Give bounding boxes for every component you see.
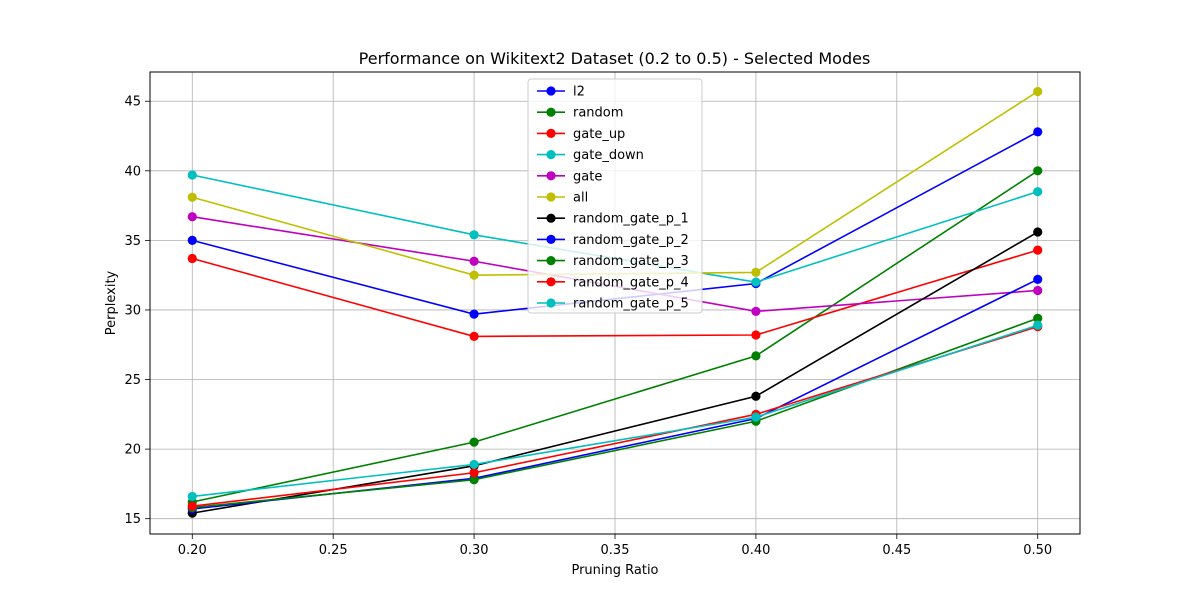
legend-item: gate_down	[537, 148, 644, 163]
data-point	[469, 309, 479, 319]
data-point	[1033, 274, 1043, 284]
legend-marker	[546, 171, 556, 181]
y-tick-label: 30	[124, 303, 141, 318]
data-point	[751, 306, 761, 316]
data-point	[1033, 166, 1043, 176]
data-point	[187, 192, 197, 202]
data-point	[751, 267, 761, 277]
data-point	[751, 412, 761, 422]
legend-label: random_gate_p_1	[573, 212, 689, 227]
x-tick-label: 0.45	[882, 543, 911, 558]
y-tick-label: 35	[124, 234, 141, 249]
data-point	[1033, 320, 1043, 330]
data-point	[187, 491, 197, 502]
series-line	[192, 170, 1039, 503]
data-point	[469, 468, 479, 478]
legend-label: l2	[573, 85, 585, 100]
series-line	[192, 324, 1038, 498]
data-point	[469, 475, 479, 485]
data-point	[1033, 127, 1043, 137]
legend-item: random_gate_p_5	[537, 297, 689, 312]
x-axis-ticks: 0.20 0.25 0.30 0.35 0.40 0.45 0.50	[178, 534, 1052, 558]
legend-item: gate_up	[537, 127, 625, 142]
y-tick-label: 20	[124, 443, 141, 458]
y-tick-label: 25	[124, 373, 141, 388]
legend-marker	[546, 256, 556, 266]
y-tick-label: 15	[124, 512, 141, 527]
x-tick-label: 0.25	[319, 543, 348, 558]
data-point	[1033, 285, 1043, 296]
x-tick-label: 0.35	[601, 543, 630, 558]
legend-marker	[546, 277, 556, 287]
legend-label: random_gate_p_3	[573, 254, 689, 269]
data-point	[1033, 187, 1043, 197]
legend-item: random_gate_p_1	[537, 212, 689, 227]
legend-marker	[546, 128, 556, 138]
legend-marker	[546, 86, 556, 96]
data-point	[187, 253, 197, 264]
legend-marker	[546, 234, 556, 244]
data-point	[1033, 245, 1043, 255]
legend-box	[527, 78, 703, 314]
data-point	[187, 212, 197, 222]
legend-marker	[546, 298, 556, 308]
legend-label: random_gate_p_5	[573, 297, 689, 312]
legend-marker	[546, 150, 556, 160]
legend-label: gate_up	[573, 127, 625, 142]
data-point	[751, 330, 761, 340]
data-point	[469, 256, 479, 266]
legend-marker	[546, 192, 556, 202]
x-axis-label: Pruning Ratio	[571, 563, 658, 578]
legend-label: random_gate_p_4	[573, 275, 689, 290]
series-random-gate-p-5	[187, 320, 1043, 502]
data-point	[187, 235, 197, 245]
legend-label: gate_down	[573, 148, 644, 163]
chart-title: Performance on Wikitext2 Dataset (0.2 to…	[359, 49, 871, 68]
data-point	[469, 437, 479, 447]
x-tick-label: 0.50	[1023, 543, 1052, 558]
data-point	[187, 501, 197, 511]
legend-item: gate	[537, 169, 602, 184]
y-tick-label: 45	[124, 95, 141, 110]
series-line	[192, 249, 1038, 338]
legend-label: random_gate_p_2	[573, 233, 689, 248]
y-axis-ticks: 15 20 25 30 35 40 45	[124, 95, 150, 527]
data-point	[751, 351, 761, 361]
legend-item: random	[537, 106, 623, 121]
legend-item: all	[537, 191, 588, 206]
data-point	[1033, 227, 1043, 237]
data-point	[1033, 313, 1043, 323]
legend-marker	[546, 107, 556, 117]
data-point	[751, 277, 761, 287]
series-gate-up	[187, 245, 1043, 341]
data-point	[751, 391, 761, 401]
data-point	[469, 331, 479, 341]
x-tick-label: 0.30	[460, 543, 489, 558]
data-point	[187, 170, 197, 180]
y-tick-label: 40	[124, 164, 141, 179]
legend-label: gate	[573, 169, 602, 184]
y-axis-label: Perplexity	[104, 270, 119, 335]
legend-item: random_gate_p_4	[537, 275, 689, 290]
legend-item: random_gate_p_2	[537, 233, 689, 248]
data-point	[469, 230, 479, 240]
x-tick-label: 0.20	[178, 543, 207, 558]
legend-marker	[546, 213, 556, 223]
legend-label: random	[573, 106, 623, 121]
legend-item: l2	[537, 85, 585, 100]
data-point	[1033, 86, 1043, 97]
legend-item: random_gate_p_3	[537, 254, 689, 269]
data-point	[469, 270, 479, 280]
legend-label: all	[573, 191, 588, 206]
x-tick-label: 0.40	[741, 543, 770, 558]
data-point	[469, 459, 479, 470]
